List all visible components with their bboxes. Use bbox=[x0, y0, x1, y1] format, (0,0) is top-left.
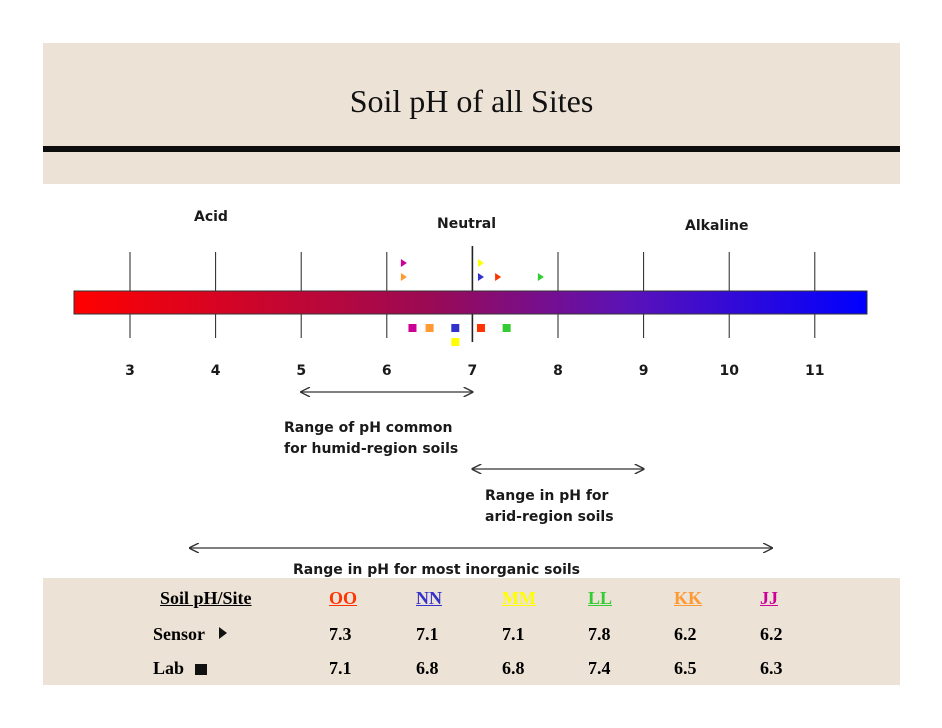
site-name: JJ bbox=[760, 588, 778, 608]
lab-marker bbox=[476, 324, 485, 332]
sensor-value: 7.3 bbox=[329, 624, 352, 644]
zone-label-acid: Acid bbox=[194, 209, 228, 225]
site-ph-table: Soil pH/Site Sensor Lab OO NN MM LL KK J… bbox=[43, 578, 900, 685]
sensor-value: 7.8 bbox=[588, 624, 611, 644]
triangle-marker-icon bbox=[219, 627, 228, 639]
tick-label: 10 bbox=[719, 363, 739, 379]
tick-label: 5 bbox=[296, 363, 306, 379]
sensor-value: 7.1 bbox=[502, 624, 525, 644]
ph-gradient-bar bbox=[73, 290, 868, 315]
site-name: MM bbox=[502, 588, 536, 608]
sensor-marker bbox=[477, 273, 484, 281]
header-rule bbox=[43, 146, 900, 152]
zone-label-alkaline: Alkaline bbox=[685, 218, 748, 234]
site-name: NN bbox=[416, 588, 442, 608]
sensor-value: 7.1 bbox=[416, 624, 439, 644]
tick-label: 3 bbox=[125, 363, 135, 379]
range-arid-label-1: Range in pH for bbox=[485, 488, 609, 504]
square-marker-icon bbox=[194, 664, 207, 675]
sensor-row-label: Sensor bbox=[153, 623, 228, 645]
sensor-marker bbox=[477, 259, 484, 267]
tick-label: 9 bbox=[639, 363, 649, 379]
lab-value: 6.3 bbox=[760, 658, 783, 678]
range-arid-label-2: arid-region soils bbox=[485, 509, 614, 525]
sensor-value: 6.2 bbox=[674, 624, 697, 644]
lab-label-text: Lab bbox=[153, 658, 185, 678]
lab-value: 7.1 bbox=[329, 658, 352, 678]
lab-value: 6.5 bbox=[674, 658, 697, 678]
lab-marker bbox=[451, 324, 460, 332]
sensor-marker bbox=[400, 273, 407, 281]
lab-marker bbox=[502, 324, 511, 332]
lab-value: 6.8 bbox=[502, 658, 525, 678]
site-name: OO bbox=[329, 588, 358, 608]
lab-marker bbox=[451, 338, 460, 346]
header-band bbox=[43, 152, 900, 184]
site-markers bbox=[400, 259, 544, 346]
tick-labels: 3 4 5 6 7 8 9 10 11 bbox=[125, 363, 824, 379]
tick-label: 8 bbox=[553, 363, 563, 379]
lab-marker bbox=[408, 324, 417, 332]
sensor-label-text: Sensor bbox=[153, 624, 205, 644]
range-inorganic-label: Range in pH for most inorganic soils bbox=[293, 562, 580, 578]
zone-label-neutral: Neutral bbox=[437, 216, 496, 232]
range-humid-label-1: Range of pH common bbox=[284, 420, 452, 436]
sensor-value: 6.2 bbox=[760, 624, 783, 644]
sensor-marker bbox=[495, 273, 502, 281]
site-name: KK bbox=[674, 588, 703, 608]
table-header-label: Soil pH/Site bbox=[160, 588, 252, 608]
tick-label: 4 bbox=[211, 363, 221, 379]
tick-label: 11 bbox=[805, 363, 824, 379]
sensor-marker bbox=[537, 273, 544, 281]
range-humid-label-2: for humid-region soils bbox=[284, 441, 458, 457]
lab-value: 6.8 bbox=[416, 658, 439, 678]
tick-label: 6 bbox=[382, 363, 392, 379]
site-name: LL bbox=[588, 588, 613, 608]
lab-marker bbox=[425, 324, 434, 332]
tick-lines bbox=[129, 246, 816, 342]
lab-row-label: Lab bbox=[153, 657, 207, 679]
slide-header: Soil pH of all Sites bbox=[43, 43, 900, 147]
tick-label: 7 bbox=[468, 363, 478, 379]
sensor-marker bbox=[400, 259, 407, 267]
lab-value: 7.4 bbox=[588, 658, 611, 678]
slide-title: Soil pH of all Sites bbox=[349, 83, 594, 119]
